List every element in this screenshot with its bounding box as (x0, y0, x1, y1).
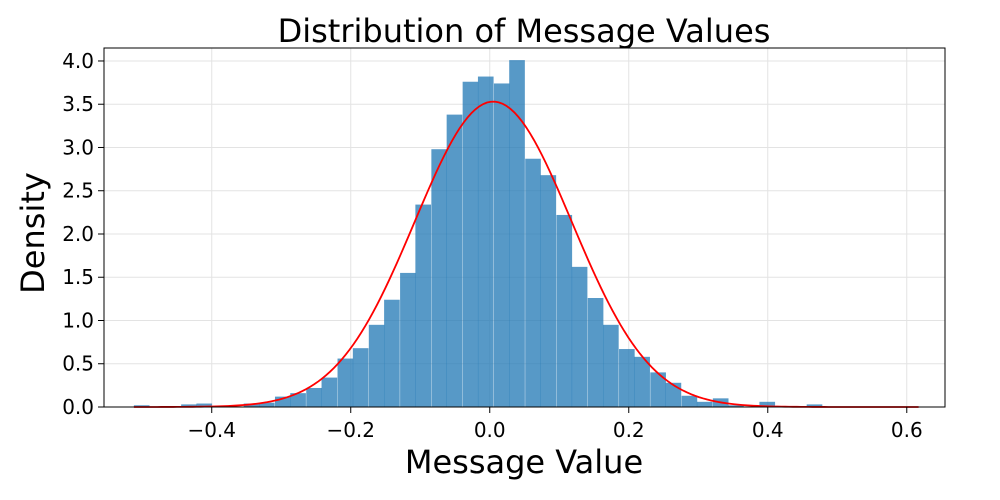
histogram-bar (525, 158, 541, 407)
axes-frame (103, 47, 946, 408)
histogram-bar (728, 405, 744, 407)
histogram-bar (337, 358, 354, 407)
y-tick-label: 1.0 (62, 308, 94, 332)
histogram-bar (634, 356, 650, 407)
histogram-bar (352, 348, 369, 407)
x-tick-label: 0.4 (752, 418, 784, 442)
histogram-bar (619, 349, 635, 407)
y-tick-label: 4.0 (62, 49, 94, 73)
y-tick-label: 1.5 (62, 265, 94, 289)
histogram-bar (306, 387, 322, 407)
histogram-bar (493, 83, 510, 407)
y-tick-label: 2.5 (62, 179, 94, 203)
histogram-bar (415, 204, 432, 407)
x-tick-label: 0.6 (891, 418, 923, 442)
histogram-bar (509, 60, 525, 408)
histogram-bar (759, 401, 776, 407)
chart-title: Distribution of Message Values (278, 12, 771, 50)
histogram-bar (540, 175, 557, 407)
histogram-bar (665, 382, 682, 407)
histogram-bar (290, 393, 306, 407)
histogram-bar (196, 403, 213, 407)
y-axis-ticks: 0.0 0.5 1.0 1.5 2.0 2.5 3.0 3.5 4.0 (62, 49, 104, 419)
x-tick-label: −0.2 (326, 418, 375, 442)
histogram-bar (321, 377, 338, 407)
histogram-bar (696, 401, 713, 407)
y-tick-label: 3.5 (62, 92, 94, 116)
histogram-bar (681, 395, 698, 407)
histogram-bar (650, 372, 666, 407)
x-axis-ticks: −0.4 −0.2 0.0 0.2 0.4 0.6 (187, 407, 923, 442)
histogram-bar (368, 324, 385, 407)
histogram-bar (181, 404, 197, 407)
histogram-bar (477, 76, 494, 407)
y-tick-label: 0.5 (62, 352, 94, 376)
x-tick-label: 0.2 (613, 418, 645, 442)
histogram-bar (431, 149, 448, 408)
histogram-bar (556, 214, 573, 407)
histogram-bar (587, 298, 604, 407)
x-tick-label: −0.4 (187, 418, 236, 442)
histogram-bar (243, 403, 260, 407)
histogram-bar (571, 266, 588, 407)
histogram-bars (133, 60, 823, 408)
y-tick-label: 2.0 (62, 222, 94, 246)
y-axis-label: Density (14, 172, 52, 294)
histogram-bar (462, 81, 479, 407)
y-tick-label: 3.0 (62, 135, 94, 159)
y-tick-label: 0.0 (62, 395, 94, 419)
histogram-bar (400, 272, 416, 407)
histogram-bar (446, 114, 463, 407)
histogram-bar (258, 402, 275, 407)
x-axis-label: Message Value (405, 443, 643, 481)
x-tick-label: 0.0 (474, 418, 506, 442)
histogram-bar (806, 404, 823, 407)
histogram-bar (274, 396, 291, 407)
histogram-bar (603, 324, 619, 407)
histogram-bar (384, 299, 400, 407)
